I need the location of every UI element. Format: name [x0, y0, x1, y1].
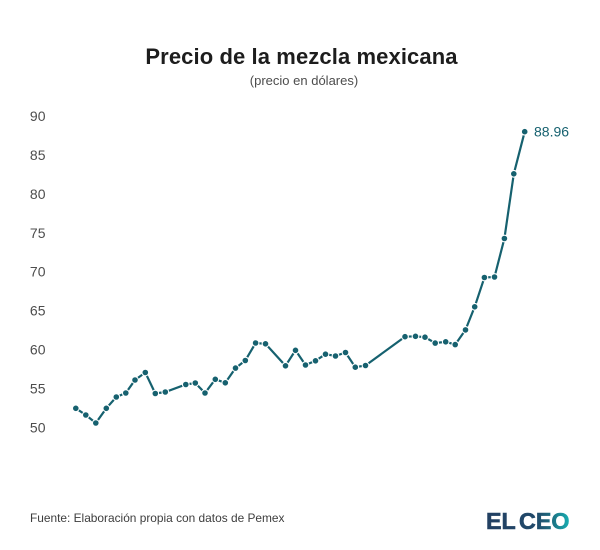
- svg-text:60: 60: [30, 342, 46, 358]
- svg-text:50: 50: [30, 420, 46, 436]
- svg-text:CEO: CEO: [519, 508, 569, 534]
- svg-text:Precio de la mezcla mexicana: Precio de la mezcla mexicana: [145, 44, 458, 69]
- svg-text:65: 65: [30, 303, 46, 319]
- svg-text:55: 55: [30, 381, 46, 397]
- svg-text:88.96: 88.96: [534, 124, 569, 140]
- svg-text:(precio en dólares): (precio en dólares): [250, 73, 358, 88]
- svg-text:EL: EL: [486, 508, 516, 534]
- svg-text:80: 80: [30, 186, 46, 202]
- svg-text:Fuente: Elaboración propia con: Fuente: Elaboración propia con datos de …: [30, 511, 285, 525]
- svg-text:75: 75: [30, 225, 46, 241]
- svg-text:85: 85: [30, 147, 46, 163]
- svg-text:70: 70: [30, 264, 46, 280]
- svg-text:90: 90: [30, 108, 46, 124]
